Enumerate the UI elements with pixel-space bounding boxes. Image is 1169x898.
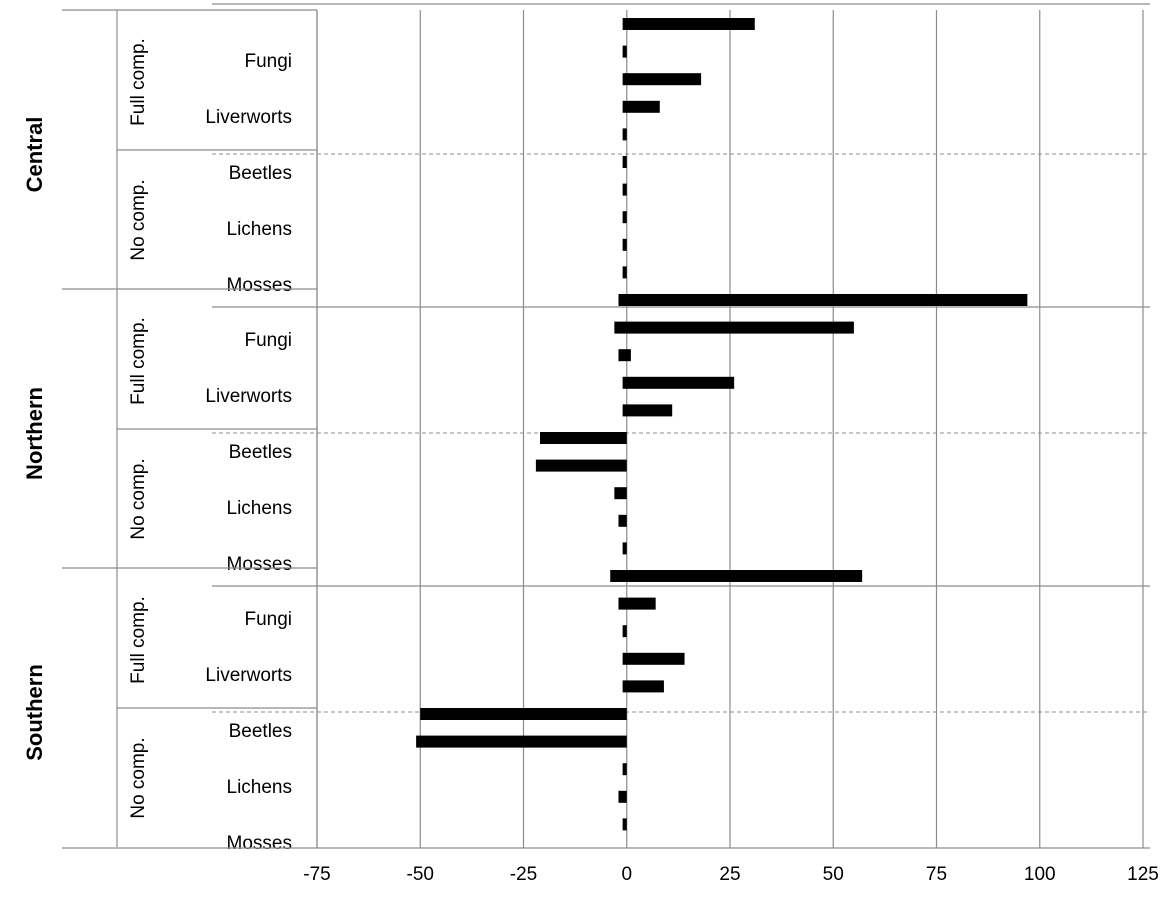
bar	[622, 625, 627, 638]
bar	[618, 349, 631, 362]
bar	[622, 18, 755, 30]
category-label: Liverworts	[205, 107, 292, 128]
bar	[614, 321, 854, 334]
bar	[622, 404, 673, 417]
bar	[622, 45, 627, 58]
category-label: Beetles	[229, 163, 292, 184]
bar	[622, 211, 627, 224]
x-tick-label: 25	[719, 864, 740, 885]
category-label: Fungi	[244, 609, 292, 630]
bar	[622, 128, 627, 141]
bar	[622, 73, 702, 86]
bar	[618, 514, 627, 527]
category-label: Liverworts	[205, 665, 292, 686]
category-label: Lichens	[227, 498, 293, 519]
x-tick-label: 50	[823, 864, 844, 885]
group-label: No comp.	[128, 458, 149, 539]
category-label: Mosses	[227, 554, 292, 575]
bar	[622, 266, 627, 279]
category-label: Beetles	[229, 721, 292, 742]
bar	[622, 183, 627, 196]
bar	[622, 238, 627, 251]
category-label: Mosses	[227, 833, 292, 854]
x-tick-label: 125	[1127, 864, 1159, 885]
x-tick-label: 0	[621, 864, 632, 885]
bar	[622, 763, 627, 776]
group-label: Full comp.	[128, 38, 149, 126]
bar	[622, 680, 664, 693]
x-tick-label: -25	[510, 864, 537, 885]
category-label: Liverworts	[205, 386, 292, 407]
bar	[622, 652, 685, 665]
group-label: No comp.	[128, 737, 149, 818]
bar	[610, 570, 863, 582]
category-label: Lichens	[227, 219, 293, 240]
bar	[614, 487, 627, 500]
group-label: No comp.	[128, 179, 149, 260]
bar	[535, 459, 627, 472]
bar	[622, 156, 627, 168]
bar	[416, 735, 627, 748]
group-label: Full comp.	[128, 317, 149, 405]
x-tick-label: 100	[1024, 864, 1056, 885]
bar	[622, 542, 627, 555]
region-label: Southern	[22, 664, 47, 761]
region-label: Central	[22, 117, 47, 193]
bar	[622, 100, 660, 113]
group-label: Full comp.	[128, 596, 149, 684]
bar	[618, 597, 656, 610]
x-tick-label: 75	[926, 864, 947, 885]
category-label: Beetles	[229, 442, 292, 463]
bar	[622, 376, 735, 389]
x-tick-label: -75	[303, 864, 330, 885]
x-tick-label: -50	[407, 864, 434, 885]
bar	[540, 432, 627, 444]
category-label: Fungi	[244, 330, 292, 351]
bar	[420, 708, 627, 720]
bar	[618, 294, 1028, 306]
region-label: Northern	[22, 387, 47, 480]
bar	[622, 818, 627, 831]
category-label: Mosses	[227, 275, 292, 296]
category-label: Lichens	[227, 777, 293, 798]
bar	[618, 790, 627, 803]
category-label: Fungi	[244, 51, 292, 72]
